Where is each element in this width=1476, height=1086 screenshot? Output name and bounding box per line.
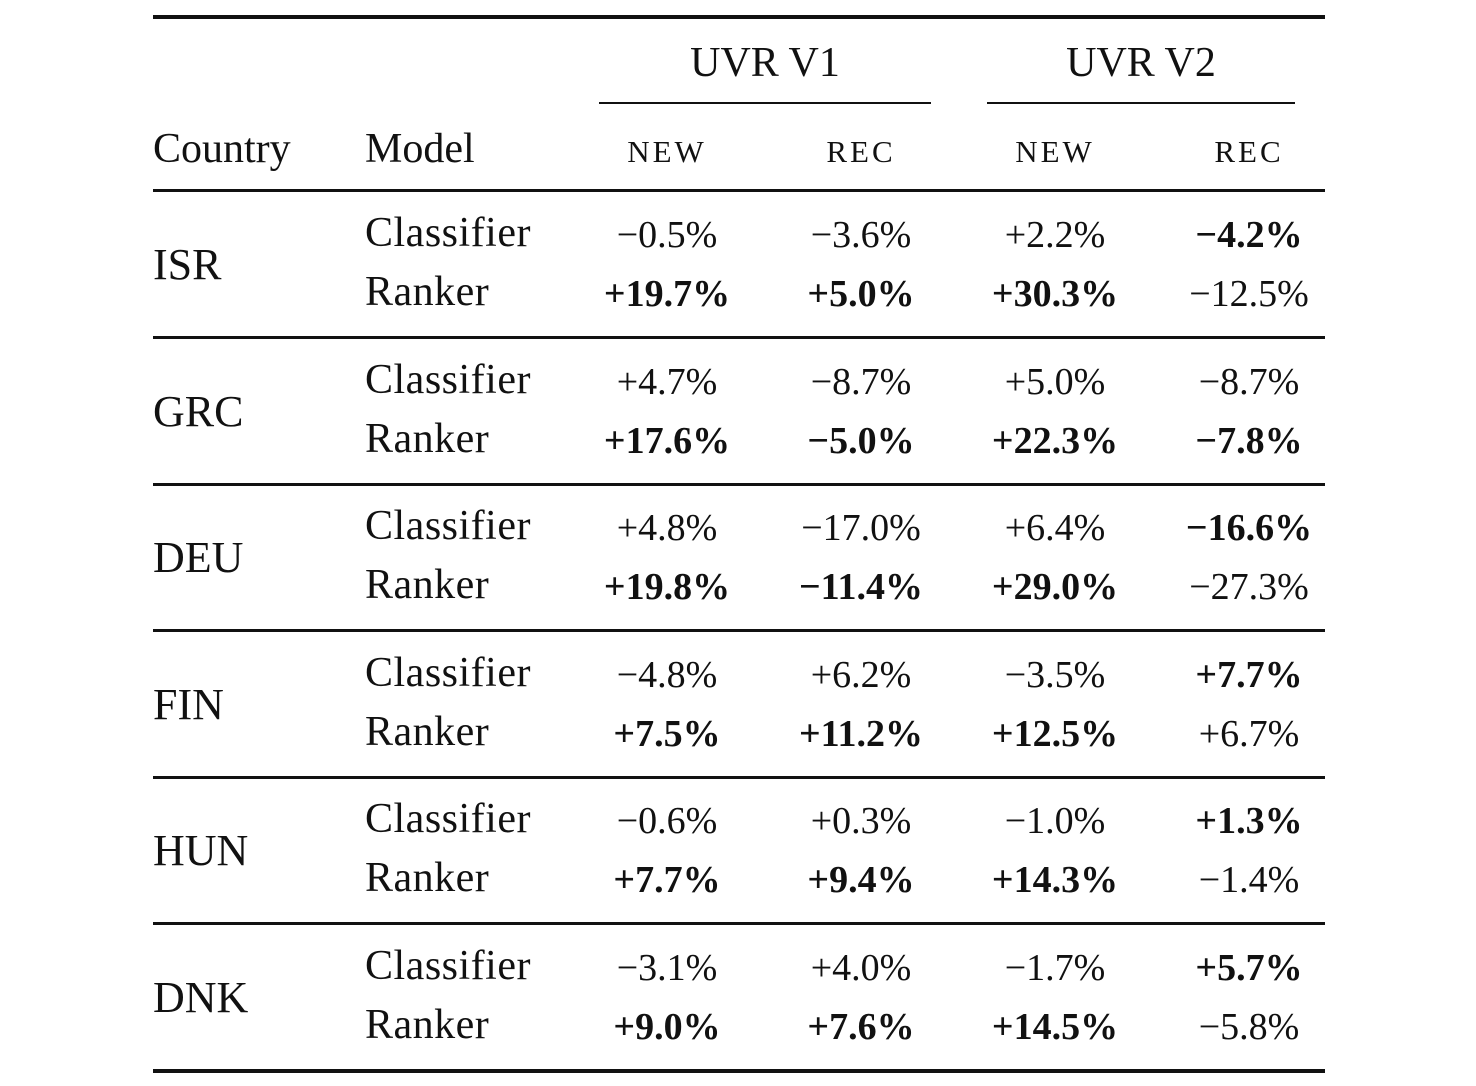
- value-cell: −1.0%: [1004, 800, 1106, 843]
- model-label: Classifier: [365, 356, 531, 403]
- country-label: DEU: [153, 533, 244, 583]
- group-header-uvr-v1: UVR V1: [690, 40, 840, 86]
- value-cell: −17.0%: [801, 507, 921, 550]
- value-cell: −5.0%: [807, 419, 915, 462]
- row-separator: [153, 776, 1325, 779]
- model-label: Classifier: [365, 796, 531, 843]
- value-cell: +1.3%: [1195, 800, 1303, 843]
- column-header-v1-new: NEW: [627, 134, 707, 169]
- column-header-v2-new: NEW: [1015, 134, 1095, 169]
- model-label: Classifier: [365, 649, 531, 696]
- model-label: Ranker: [365, 855, 490, 902]
- row-separator: [153, 336, 1325, 339]
- value-cell: −4.2%: [1195, 214, 1303, 256]
- value-cell: −3.1%: [616, 947, 718, 989]
- country-label: FIN: [153, 679, 224, 729]
- value-cell: −8.7%: [810, 360, 912, 403]
- value-cell: −8.7%: [1198, 360, 1300, 403]
- model-label: Ranker: [365, 1002, 490, 1048]
- value-cell: +6.4%: [1004, 507, 1106, 550]
- value-cell: +9.4%: [807, 859, 915, 902]
- model-label: Classifier: [365, 210, 531, 256]
- model-label: Ranker: [365, 415, 490, 462]
- value-cell: +6.7%: [1198, 712, 1300, 755]
- value-cell: −0.5%: [616, 214, 718, 256]
- value-cell: +19.8%: [603, 566, 731, 609]
- value-cell: −11.4%: [798, 566, 924, 609]
- value-cell: +5.7%: [1195, 947, 1303, 989]
- model-label: Classifier: [365, 943, 531, 989]
- value-cell: +12.5%: [991, 712, 1119, 755]
- value-cell: +5.0%: [807, 273, 915, 315]
- model-label: Ranker: [365, 269, 490, 315]
- value-cell: +9.0%: [613, 1006, 721, 1048]
- value-cell: +4.7%: [616, 360, 718, 403]
- value-cell: +2.2%: [1004, 214, 1106, 256]
- value-cell: −5.8%: [1198, 1006, 1300, 1048]
- value-cell: +11.2%: [798, 712, 924, 755]
- value-cell: −3.5%: [1004, 653, 1106, 696]
- value-cell: −1.4%: [1198, 859, 1300, 902]
- value-cell: +14.3%: [991, 859, 1119, 902]
- value-cell: −12.5%: [1189, 273, 1309, 315]
- value-cell: +22.3%: [991, 419, 1119, 462]
- value-cell: +14.5%: [991, 1006, 1119, 1048]
- column-header-v2-rec: REC: [1214, 134, 1284, 169]
- header-rule: [153, 189, 1325, 192]
- value-cell: +5.0%: [1004, 360, 1106, 403]
- value-cell: +0.3%: [810, 800, 912, 843]
- group-rule-uvr-v2: [987, 102, 1295, 104]
- value-cell: +4.8%: [616, 507, 718, 550]
- column-header-model: Model: [365, 126, 475, 172]
- column-header-country: Country: [153, 126, 291, 172]
- country-label: DNK: [153, 973, 249, 1022]
- row-separator: [153, 629, 1325, 632]
- value-cell: +29.0%: [991, 566, 1119, 609]
- value-cell: −7.8%: [1195, 419, 1303, 462]
- country-label: ISR: [153, 240, 222, 289]
- row-separator: [153, 483, 1325, 486]
- value-cell: −16.6%: [1185, 507, 1313, 550]
- value-cell: −3.6%: [810, 214, 912, 256]
- value-cell: +17.6%: [603, 419, 731, 462]
- group-header-uvr-v2: UVR V2: [1066, 40, 1216, 86]
- value-cell: +4.0%: [810, 947, 912, 989]
- value-cell: +7.7%: [1195, 653, 1303, 696]
- group-rule-uvr-v1: [599, 102, 931, 104]
- model-label: Classifier: [365, 503, 531, 550]
- value-cell: +7.5%: [613, 712, 721, 755]
- column-header-v1-rec: REC: [826, 134, 896, 169]
- country-label: GRC: [153, 386, 244, 436]
- value-cell: +7.6%: [807, 1006, 915, 1048]
- value-cell: +7.7%: [613, 859, 721, 902]
- country-label: HUN: [153, 826, 249, 876]
- value-cell: +30.3%: [991, 273, 1119, 315]
- value-cell: +19.7%: [603, 273, 731, 315]
- bottom-rule: [153, 1069, 1325, 1073]
- value-cell: −27.3%: [1189, 566, 1309, 609]
- value-cell: −4.8%: [616, 653, 718, 696]
- value-cell: +6.2%: [810, 653, 912, 696]
- model-label: Ranker: [365, 562, 490, 609]
- top-rule: [153, 15, 1325, 19]
- row-separator: [153, 922, 1325, 925]
- value-cell: −1.7%: [1004, 947, 1106, 989]
- model-label: Ranker: [365, 708, 490, 755]
- value-cell: −0.6%: [616, 800, 718, 843]
- results-table: UVR V1 UVR V2 Country Model NEW REC NEW …: [153, 0, 1325, 1086]
